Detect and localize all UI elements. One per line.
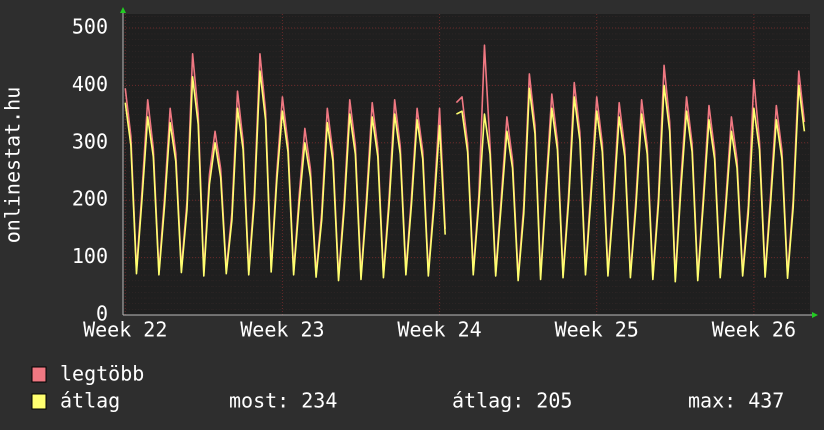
y-tick-label: 200: [72, 187, 108, 211]
y-tick-label: 0: [96, 302, 108, 326]
legend-stat: most: 234: [229, 389, 337, 413]
y-tick-label: 500: [72, 15, 108, 39]
x-tick-label: Week 23: [240, 318, 324, 342]
minor-grid: [123, 14, 810, 315]
legend-label: legtöbb: [60, 362, 144, 386]
legend-swatch: [31, 393, 47, 410]
legend-swatch: [31, 366, 47, 383]
series-line: [124, 70, 806, 283]
y-tick-label: 400: [72, 72, 108, 96]
y-tick-label: 300: [72, 129, 108, 153]
x-axis-arrow: [812, 312, 818, 318]
x-tick-label: Week 22: [83, 318, 167, 342]
x-tick-label: Week 25: [555, 318, 639, 342]
y-tick-label: 100: [72, 244, 108, 268]
y-axis-label: onlinestat.hu: [1, 87, 25, 244]
x-tick-label: Week 26: [712, 318, 796, 342]
legend-stat: átlag: 205: [452, 389, 572, 413]
legend-label: átlag: [60, 389, 120, 413]
legend-stat: max: 437: [688, 389, 784, 413]
y-axis-arrow: [120, 7, 126, 13]
x-tick-label: Week 24: [397, 318, 481, 342]
